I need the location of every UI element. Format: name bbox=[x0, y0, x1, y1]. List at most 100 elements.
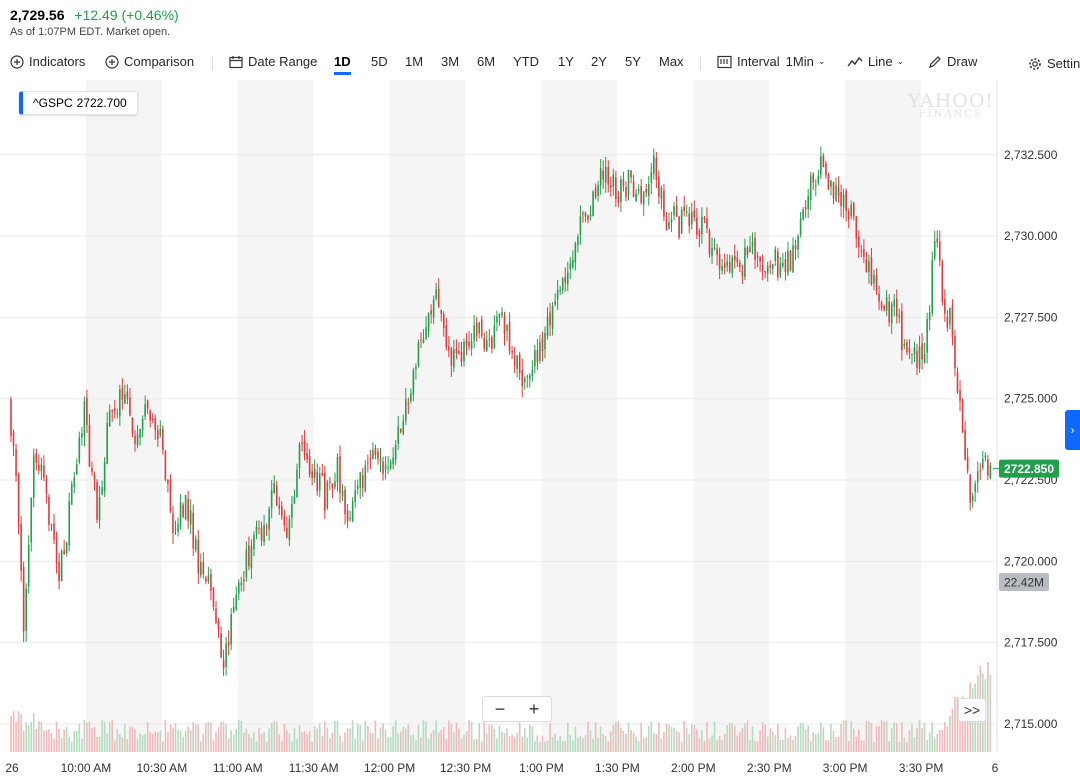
zoom-in-button[interactable]: + bbox=[528, 698, 540, 719]
candle-body bbox=[283, 516, 286, 526]
range-1d[interactable]: 1D bbox=[334, 54, 351, 75]
candle-body bbox=[53, 523, 55, 540]
candle-body bbox=[144, 404, 146, 417]
volume-bar bbox=[696, 729, 698, 752]
candle-body bbox=[708, 231, 711, 255]
candle-body bbox=[802, 209, 804, 220]
volume-bar bbox=[959, 701, 961, 752]
candle-body bbox=[270, 490, 273, 509]
range-1y[interactable]: 1Y bbox=[558, 54, 574, 69]
candle-body bbox=[817, 175, 820, 184]
volume-bar bbox=[275, 721, 278, 752]
range-3m[interactable]: 3M bbox=[441, 54, 460, 69]
date-range-button[interactable]: Date Range bbox=[229, 54, 317, 69]
volume-bar bbox=[675, 730, 678, 752]
candle-body bbox=[311, 471, 313, 478]
candle-body bbox=[164, 451, 167, 481]
volume-bar bbox=[217, 727, 220, 752]
current-price-label: 2722.850 bbox=[1004, 462, 1054, 476]
volume-bar bbox=[445, 739, 448, 752]
volume-bar bbox=[878, 725, 880, 752]
candle-body bbox=[488, 338, 491, 340]
candle-body bbox=[402, 420, 405, 434]
volume-bar bbox=[526, 737, 529, 752]
volume-bar bbox=[493, 728, 496, 752]
indicators-button[interactable]: Indicators bbox=[10, 54, 85, 69]
candle-body bbox=[713, 247, 716, 249]
interval-label: Interval bbox=[737, 54, 780, 69]
candle-body bbox=[645, 188, 648, 193]
volume-bar bbox=[503, 733, 506, 752]
volume-bar bbox=[387, 737, 389, 752]
candle-body bbox=[683, 206, 685, 212]
volume-bar bbox=[468, 720, 470, 752]
candle-body bbox=[210, 573, 212, 591]
range-1m[interactable]: 1M bbox=[405, 54, 424, 69]
candle-body bbox=[346, 510, 349, 522]
range-2y[interactable]: 2Y bbox=[591, 54, 607, 69]
chart-type-dropdown[interactable]: Line ⌄ bbox=[847, 54, 904, 69]
expand-panel-button[interactable]: › bbox=[1065, 410, 1080, 450]
candle-body bbox=[549, 312, 551, 326]
volume-bar bbox=[316, 728, 319, 752]
candle-body bbox=[177, 523, 179, 533]
range-5y[interactable]: 5Y bbox=[625, 54, 641, 69]
candle-body bbox=[113, 408, 116, 412]
candle-body bbox=[291, 503, 293, 518]
candle-body bbox=[779, 263, 782, 275]
candle-body bbox=[389, 461, 392, 469]
volume-bar bbox=[541, 735, 544, 752]
volume-bar bbox=[83, 720, 86, 752]
volume-bar bbox=[693, 724, 696, 752]
candle-body bbox=[159, 428, 162, 436]
candle-body bbox=[941, 261, 944, 302]
candle-body bbox=[723, 263, 726, 268]
comparison-button[interactable]: Comparison bbox=[105, 54, 194, 69]
volume-bar bbox=[455, 722, 458, 752]
plus-circle-icon bbox=[10, 54, 24, 69]
candle-body bbox=[475, 322, 478, 336]
range-ytd[interactable]: YTD bbox=[513, 54, 539, 69]
candle-body bbox=[556, 289, 559, 300]
price-line: 2,729.56 +12.49 (+0.46%) bbox=[10, 6, 179, 24]
range-max[interactable]: Max bbox=[659, 54, 684, 69]
volume-bar bbox=[774, 735, 777, 752]
volume-bar bbox=[394, 720, 397, 752]
interval-dropdown[interactable]: Interval 1Min ⌄ bbox=[717, 54, 825, 69]
volume-bar bbox=[324, 721, 326, 752]
settings-button[interactable]: Settings bbox=[1028, 56, 1080, 71]
candle-body bbox=[116, 412, 119, 415]
x-tick-label: 12:30 PM bbox=[440, 761, 491, 775]
volume-bar bbox=[53, 738, 55, 752]
candle-body bbox=[58, 561, 60, 582]
range-6m[interactable]: 6M bbox=[477, 54, 496, 69]
volume-bar bbox=[880, 720, 883, 752]
volume-bar bbox=[192, 722, 195, 752]
candle-body bbox=[86, 397, 88, 426]
volume-bar bbox=[448, 720, 450, 752]
candle-body bbox=[68, 500, 71, 546]
candle-body bbox=[754, 238, 756, 260]
volume-bar bbox=[288, 733, 291, 752]
draw-button[interactable]: Draw bbox=[928, 54, 977, 69]
range-5d[interactable]: 5D bbox=[371, 54, 388, 69]
volume-bar bbox=[782, 739, 784, 752]
candle-body bbox=[83, 401, 86, 436]
candle-body bbox=[680, 209, 683, 234]
volume-bar bbox=[599, 726, 602, 752]
candle-body bbox=[895, 298, 898, 317]
candle-body bbox=[875, 275, 878, 292]
volume-bar bbox=[159, 730, 162, 752]
volume-bar bbox=[313, 726, 316, 752]
candle-body bbox=[564, 277, 567, 283]
volume-bar bbox=[873, 741, 875, 752]
price-chart[interactable]: 2,715.0002,717.5002,720.0002,722.5002,72… bbox=[0, 80, 1080, 777]
candle-body bbox=[432, 299, 435, 318]
candle-body bbox=[650, 171, 653, 183]
volume-bar bbox=[86, 722, 88, 752]
candle-body bbox=[397, 426, 400, 444]
zoom-out-button[interactable]: − bbox=[494, 698, 506, 719]
bar-chart-icon bbox=[717, 55, 732, 69]
candle-body bbox=[592, 191, 594, 217]
scroll-to-latest-button[interactable]: >> bbox=[958, 698, 986, 722]
